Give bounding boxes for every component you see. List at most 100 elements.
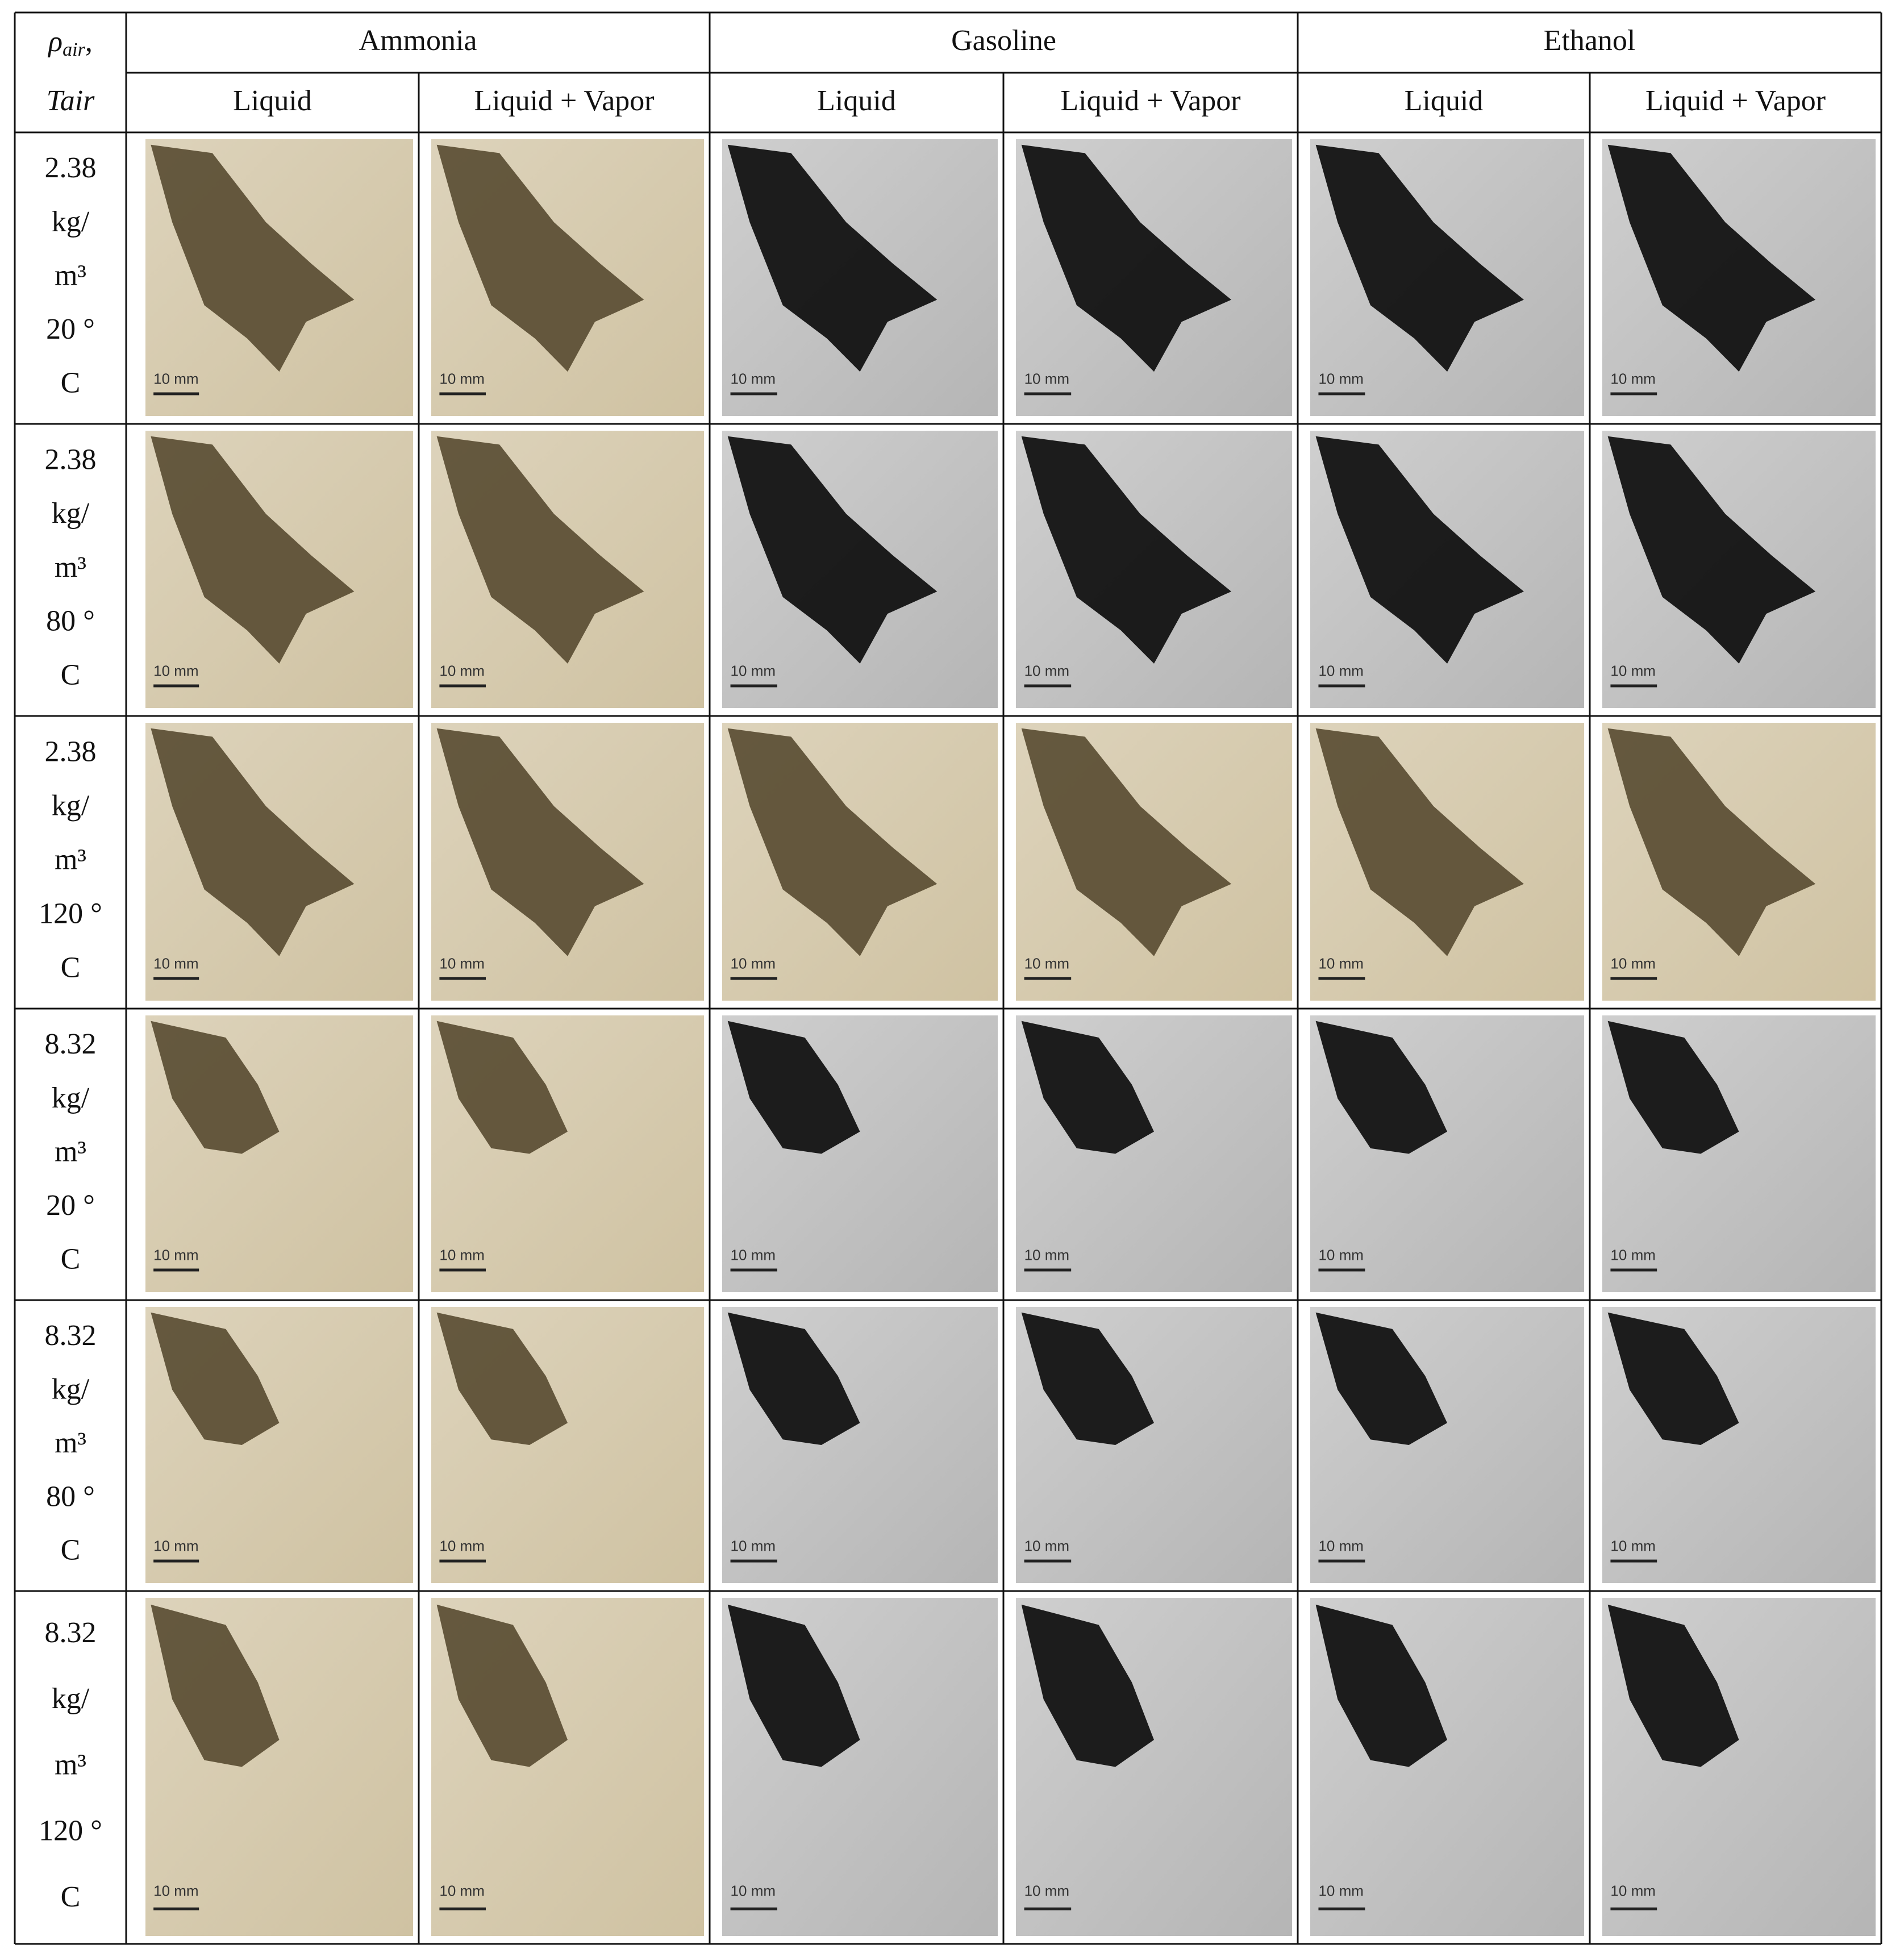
spray-image: 10 mm: [431, 139, 704, 416]
row-label: m³: [55, 1427, 86, 1459]
spray-image: 10 mm: [145, 431, 413, 708]
corner-line1: ρair,: [47, 26, 93, 60]
spray-image: 10 mm: [145, 139, 413, 416]
spray-image: 10 mm: [1016, 1307, 1292, 1583]
spray-plume: [1021, 144, 1232, 372]
row-label: kg/: [52, 1683, 90, 1715]
spray-image: 10 mm: [1016, 431, 1292, 708]
spray-plume: [1607, 436, 1816, 664]
scale-label: 10 mm: [153, 1247, 198, 1264]
spray-plume: [1021, 728, 1232, 956]
spray-plume: [436, 1312, 568, 1445]
spray-plume: [151, 436, 355, 664]
spray-image: 10 mm: [1602, 723, 1876, 1001]
scale-label: 10 mm: [1318, 662, 1363, 679]
spray-image: 10 mm: [145, 1598, 413, 1936]
scale-label: 10 mm: [1610, 1538, 1655, 1555]
comma: ,: [85, 26, 93, 58]
row-label: 80 °: [46, 1480, 95, 1513]
spray-image: 10 mm: [1310, 431, 1584, 708]
scale-label: 10 mm: [1610, 955, 1655, 972]
spray-image: 10 mm: [1602, 1307, 1876, 1583]
group-header: Ammonia: [359, 24, 477, 57]
spray-image: 10 mm: [431, 1598, 704, 1936]
spray-image: 10 mm: [1310, 723, 1584, 1001]
scale-label: 10 mm: [731, 955, 776, 972]
spray-plume: [151, 1312, 280, 1445]
spray-image: 10 mm: [1602, 1598, 1876, 1936]
spray-plume: [1021, 436, 1232, 664]
spray-image: 10 mm: [431, 1307, 704, 1583]
spray-plume: [727, 1604, 860, 1767]
spray-plume: [436, 1021, 568, 1154]
scale-label: 10 mm: [1024, 955, 1069, 972]
row-label: C: [61, 1881, 81, 1913]
rho-subscript: air: [63, 39, 85, 60]
spray-image: 10 mm: [431, 723, 704, 1001]
row-label: C: [61, 1534, 81, 1567]
scale-label: 10 mm: [439, 1538, 484, 1555]
scale-label: 10 mm: [439, 1883, 484, 1900]
column-header: Liquid + Vapor: [474, 85, 654, 117]
row-label: kg/: [52, 1373, 90, 1406]
spray-plume: [436, 436, 644, 664]
spray-image: 10 mm: [722, 1598, 998, 1936]
spray-plume: [151, 1604, 280, 1767]
row-label: m³: [55, 259, 86, 292]
spray-plume: [1021, 1604, 1154, 1767]
scale-label: 10 mm: [1024, 1538, 1069, 1555]
rho: ρ: [47, 26, 63, 58]
spray-image: 10 mm: [1016, 1015, 1292, 1292]
spray-image: 10 mm: [1016, 1598, 1292, 1936]
spray-image: 10 mm: [1310, 1307, 1584, 1583]
row-label: 8.32: [45, 1319, 97, 1352]
spray-plume: [1607, 1312, 1739, 1445]
spray-plume: [1021, 1021, 1154, 1154]
scale-label: 10 mm: [1024, 662, 1069, 679]
group-header: Ethanol: [1544, 24, 1636, 57]
row-label: 20 °: [46, 313, 95, 345]
column-header: Liquid: [817, 85, 896, 117]
spray-image: 10 mm: [1602, 1015, 1876, 1292]
spray-image: 10 mm: [431, 431, 704, 708]
row-label: 120 °: [39, 1815, 102, 1847]
row-label: kg/: [52, 789, 90, 822]
scale-label: 10 mm: [1318, 1247, 1363, 1264]
column-header: Liquid + Vapor: [1645, 85, 1826, 117]
row-label: 120 °: [39, 897, 102, 930]
spray-plume: [1607, 144, 1816, 372]
spray-plume: [1315, 1604, 1447, 1767]
spray-plume: [1315, 1312, 1447, 1445]
spray-image: 10 mm: [1602, 431, 1876, 708]
spray-plume: [1315, 1021, 1447, 1154]
spray-plume: [1315, 728, 1524, 956]
spray-image: 10 mm: [722, 1015, 998, 1292]
row-label: kg/: [52, 497, 90, 530]
spray-image: 10 mm: [1310, 139, 1584, 416]
row-label: C: [61, 367, 81, 399]
scale-label: 10 mm: [153, 1538, 198, 1555]
scale-label: 10 mm: [731, 662, 776, 679]
spray-image: 10 mm: [1016, 139, 1292, 416]
row-label: C: [61, 1243, 81, 1276]
spray-image: 10 mm: [1602, 139, 1876, 416]
spray-plume: [727, 1021, 860, 1154]
row-label: 2.38: [45, 443, 97, 476]
scale-label: 10 mm: [153, 662, 198, 679]
spray-plume: [151, 1021, 280, 1154]
scale-label: 10 mm: [439, 955, 484, 972]
spray-plume: [727, 1312, 860, 1445]
scale-label: 10 mm: [731, 1538, 776, 1555]
row-label: 80 °: [46, 605, 95, 638]
row-label: 20 °: [46, 1189, 95, 1222]
spray-image: 10 mm: [722, 723, 998, 1001]
spray-plume: [151, 144, 355, 372]
row-label: 8.32: [45, 1617, 97, 1649]
row-label: kg/: [52, 1082, 90, 1114]
spray-plume: [1607, 1021, 1739, 1154]
spray-plume: [436, 144, 644, 372]
spray-image: 10 mm: [1310, 1015, 1584, 1292]
scale-label: 10 mm: [439, 370, 484, 388]
